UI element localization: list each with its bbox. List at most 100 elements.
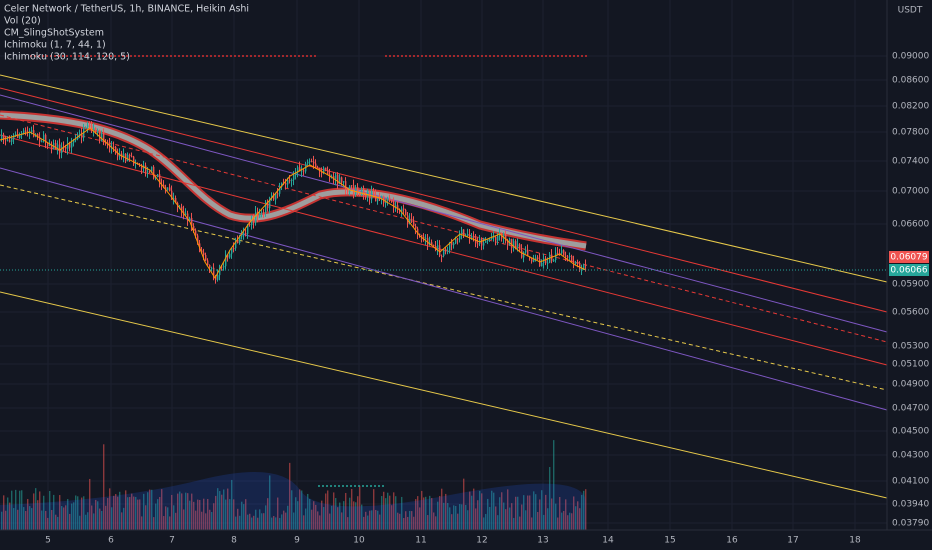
- volume-bar: [231, 479, 233, 530]
- volume-bar: [511, 503, 513, 530]
- volume-bar: [49, 490, 51, 530]
- volume-bar: [23, 507, 25, 530]
- volume-bar: [387, 492, 389, 530]
- volume-bar: [339, 502, 341, 530]
- candle: [411, 218, 413, 223]
- candle: [559, 252, 561, 254]
- candle: [521, 250, 523, 258]
- candle: [415, 226, 417, 229]
- volume-bar: [575, 506, 577, 530]
- candle: [99, 130, 101, 142]
- volume-bar: [577, 501, 579, 530]
- volume-bar: [365, 511, 367, 530]
- time-label: 16: [726, 536, 738, 546]
- volume-bar: [513, 517, 515, 530]
- volume-bar: [381, 496, 383, 530]
- candle: [363, 188, 365, 195]
- candle: [237, 240, 239, 244]
- volume-bar: [461, 504, 463, 530]
- volume-bar: [585, 489, 587, 530]
- candle: [565, 255, 567, 257]
- volume-bar: [267, 498, 269, 530]
- volume-bar: [489, 506, 491, 530]
- candle: [135, 162, 137, 165]
- volume-bar: [495, 506, 497, 530]
- candle: [321, 171, 323, 174]
- price-label: 0.04900: [892, 380, 929, 390]
- candle: [93, 128, 95, 131]
- price-label: 0.09000: [892, 52, 929, 62]
- volume-bar: [25, 511, 27, 530]
- candle: [487, 239, 489, 241]
- candle: [537, 257, 539, 259]
- volume-bar: [457, 513, 459, 530]
- volume-bar: [109, 488, 111, 530]
- candle: [13, 135, 15, 139]
- candle: [287, 180, 289, 185]
- candle: [195, 230, 197, 236]
- candle: [235, 240, 237, 249]
- candle: [571, 255, 573, 262]
- candle: [471, 235, 473, 239]
- candle: [503, 234, 505, 239]
- volume-bar: [393, 492, 395, 530]
- time-label: 11: [415, 536, 426, 546]
- candle: [387, 197, 389, 201]
- candle: [123, 153, 125, 158]
- candle: [393, 202, 395, 208]
- candle: [271, 195, 273, 198]
- candle: [325, 167, 327, 171]
- candle: [141, 165, 143, 169]
- candle: [73, 139, 75, 143]
- candle: [309, 161, 311, 163]
- candle: [367, 190, 369, 198]
- volume-bar: [97, 501, 99, 530]
- volume-bar: [583, 490, 585, 530]
- candle: [239, 236, 241, 244]
- volume-bar: [399, 513, 401, 530]
- candle: [377, 197, 379, 202]
- candle: [251, 218, 253, 226]
- candle: [459, 233, 461, 240]
- volume-bar: [195, 510, 197, 530]
- volume-bar: [191, 493, 193, 530]
- candle: [257, 211, 259, 218]
- volume-bar: [197, 499, 199, 530]
- volume-bar: [503, 502, 505, 530]
- candle: [85, 127, 87, 129]
- volume-bar: [103, 444, 105, 530]
- candle: [61, 146, 63, 154]
- candle: [279, 186, 281, 194]
- volume-bar: [249, 513, 251, 530]
- volume-bar: [345, 492, 347, 530]
- volume-bar: [107, 498, 109, 530]
- candle: [291, 179, 293, 181]
- candle: [207, 260, 209, 265]
- volume-bar: [155, 503, 157, 530]
- candle: [171, 190, 173, 200]
- price-label: 0.05300: [892, 342, 929, 352]
- volume-bar: [257, 517, 259, 530]
- price-tag: [889, 251, 929, 263]
- volume-bar: [359, 485, 361, 530]
- candle: [15, 133, 17, 136]
- volume-bar: [253, 515, 255, 530]
- volume-bar: [121, 512, 123, 530]
- candle: [3, 134, 5, 140]
- candle: [539, 258, 541, 267]
- volume-bar: [21, 490, 23, 530]
- volume-bar: [65, 505, 67, 530]
- candle: [383, 195, 385, 204]
- candle: [437, 245, 439, 250]
- time-label: 5: [45, 536, 51, 546]
- volume-bar: [541, 490, 543, 530]
- volume-bar: [497, 515, 499, 530]
- volume-ma-area: [0, 472, 586, 530]
- candle: [115, 147, 117, 154]
- candle: [1, 134, 3, 140]
- volume-bar: [217, 488, 219, 530]
- volume-bar: [319, 515, 321, 530]
- candle: [327, 170, 329, 175]
- candle: [315, 163, 317, 167]
- volume-bar: [395, 496, 397, 530]
